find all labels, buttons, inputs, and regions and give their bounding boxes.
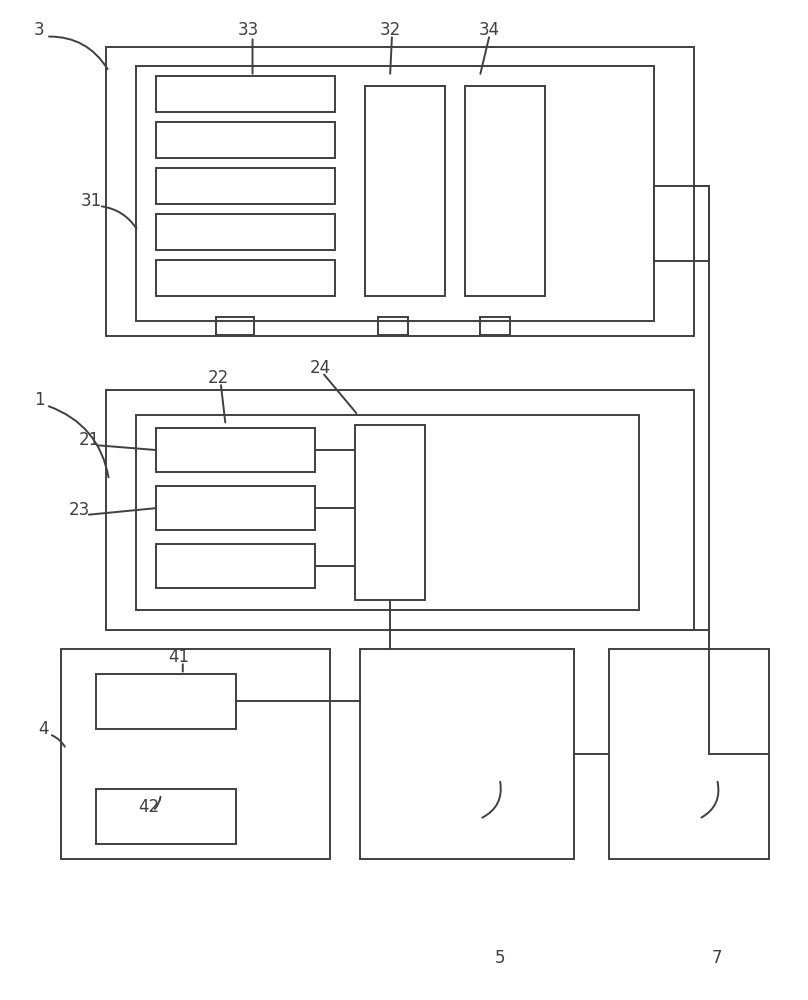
Bar [156, 76, 335, 112]
Bar [106, 47, 694, 336]
Bar [136, 415, 639, 610]
Text: 33: 33 [238, 21, 259, 39]
Bar [609, 649, 768, 859]
Bar [156, 428, 315, 472]
Bar [465, 86, 545, 296]
Bar [96, 674, 236, 729]
Text: 24: 24 [309, 359, 330, 377]
Bar [356, 425, 425, 600]
Bar [360, 649, 574, 859]
Bar [156, 168, 335, 204]
Text: 21: 21 [78, 431, 99, 449]
Text: 23: 23 [69, 501, 90, 519]
Text: 31: 31 [81, 192, 102, 210]
Text: 22: 22 [208, 369, 229, 387]
Bar [216, 317, 254, 335]
Text: 4: 4 [38, 720, 48, 738]
Bar [378, 317, 408, 335]
Text: 42: 42 [138, 798, 159, 816]
Bar [156, 544, 315, 588]
Bar [61, 649, 330, 859]
Text: 1: 1 [34, 391, 44, 409]
Text: 5: 5 [494, 949, 505, 967]
Bar [156, 260, 335, 296]
Bar [480, 317, 510, 335]
Text: 32: 32 [380, 21, 401, 39]
Bar [156, 486, 315, 530]
Text: 3: 3 [34, 21, 44, 39]
Text: 41: 41 [168, 648, 189, 666]
Bar [96, 789, 236, 844]
Text: 7: 7 [712, 949, 722, 967]
Bar [156, 122, 335, 158]
Bar [106, 390, 694, 630]
Bar [365, 86, 445, 296]
Text: 34: 34 [479, 21, 500, 39]
Bar [156, 214, 335, 250]
Bar [136, 66, 654, 321]
Bar [654, 186, 709, 261]
